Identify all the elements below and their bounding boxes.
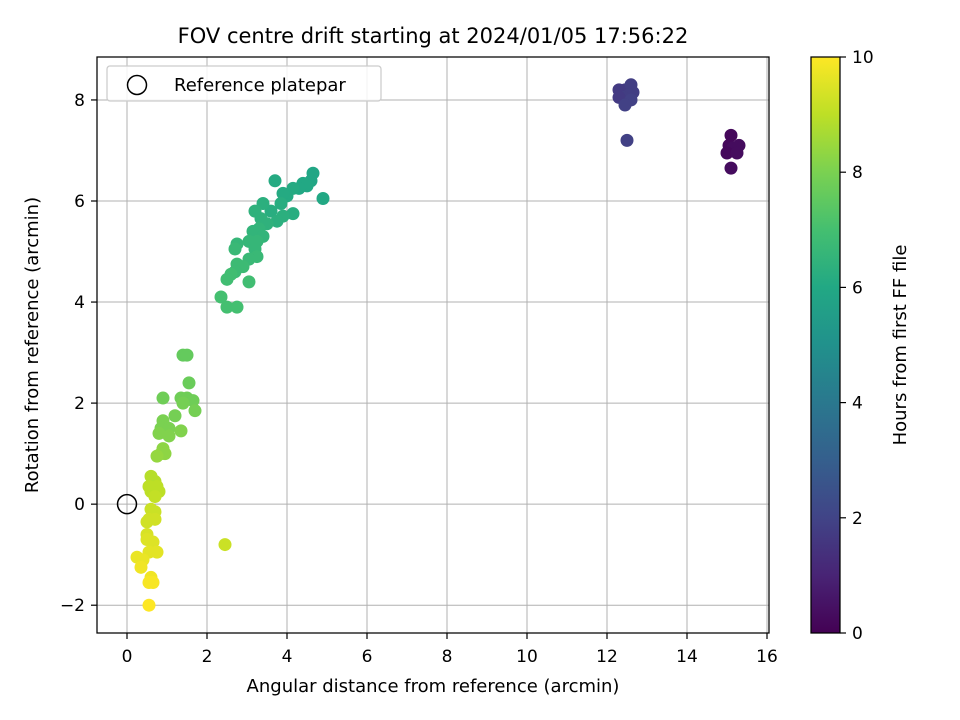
y-tick-label: 4 (74, 293, 85, 313)
reference-platepar-marker (116, 493, 138, 515)
data-point (268, 174, 282, 188)
x-tick-label: 16 (756, 647, 778, 667)
data-point (156, 391, 170, 405)
colorbar-gradient (811, 57, 840, 633)
y-tick-label: 0 (74, 495, 85, 515)
data-point (246, 224, 260, 238)
colorbar-tick-label: 4 (852, 394, 863, 414)
data-point (150, 449, 164, 463)
x-tick-label: 2 (202, 647, 213, 667)
legend: Reference platepar (106, 65, 382, 102)
data-point (618, 98, 632, 112)
x-tick-label: 12 (596, 647, 618, 667)
y-tick-label: 2 (74, 394, 85, 414)
data-point (720, 146, 734, 160)
data-points (130, 78, 746, 612)
data-point (180, 348, 194, 362)
data-point (186, 394, 200, 408)
data-point (724, 161, 738, 175)
x-axis-label: Angular distance from reference (arcmin) (247, 676, 620, 697)
data-point (724, 128, 738, 142)
y-axis-label: Rotation from reference (arcmin) (22, 197, 43, 493)
data-point (242, 275, 256, 289)
x-tick-label: 14 (676, 647, 698, 667)
colorbar-frame (810, 56, 841, 634)
legend-marker-icon (126, 74, 148, 96)
chart-title: FOV centre drift starting at 2024/01/05 … (178, 24, 689, 48)
data-point (168, 409, 182, 423)
data-point (218, 538, 232, 552)
data-point (220, 272, 234, 286)
x-tick-label: 0 (122, 647, 133, 667)
data-point (228, 242, 242, 256)
x-tick-label: 6 (362, 647, 373, 667)
data-point (150, 545, 164, 559)
data-point (174, 424, 188, 438)
data-point (220, 300, 234, 314)
x-tick-label: 4 (282, 647, 293, 667)
colorbar-tick-label: 2 (852, 509, 863, 529)
data-point (140, 515, 154, 529)
colorbar-tick-label: 8 (852, 163, 863, 183)
x-axis-ticks: 0 2 4 6 8 10 12 14 16 (122, 633, 778, 667)
data-point (620, 133, 634, 147)
data-point (230, 300, 244, 314)
data-point (134, 560, 148, 574)
y-tick-label: −2 (60, 596, 85, 616)
colorbar-tick-label: 10 (852, 48, 874, 68)
y-tick-label: 6 (74, 192, 85, 212)
data-point (730, 146, 744, 160)
colorbar: 0 2 4 6 8 10 Hours from first FF file (810, 48, 911, 644)
data-point (316, 191, 330, 205)
y-tick-label: 8 (74, 91, 85, 111)
data-point (214, 290, 228, 304)
data-point (146, 575, 160, 589)
colorbar-ticks: 0 2 4 6 8 10 (840, 48, 874, 644)
colorbar-label: Hours from first FF file (890, 245, 911, 446)
x-tick-label: 10 (516, 647, 538, 667)
data-point (162, 429, 176, 443)
data-point (188, 404, 202, 418)
colorbar-tick-label: 6 (852, 278, 863, 298)
data-point (148, 490, 162, 504)
y-axis-ticks: −2 0 2 4 6 8 (60, 91, 97, 616)
data-point (286, 207, 300, 221)
data-point (146, 535, 160, 549)
data-point (152, 426, 166, 440)
data-point (270, 214, 284, 228)
legend-box (106, 65, 382, 102)
x-tick-label: 8 (442, 647, 453, 667)
data-point (176, 396, 190, 410)
data-point (142, 598, 156, 612)
legend-label: Reference platepar (174, 75, 346, 96)
colorbar-tick-label: 0 (852, 624, 863, 644)
data-point (274, 197, 288, 211)
data-point (182, 376, 196, 390)
plot-frame (96, 56, 770, 634)
data-point (276, 186, 290, 200)
grid (97, 57, 769, 633)
